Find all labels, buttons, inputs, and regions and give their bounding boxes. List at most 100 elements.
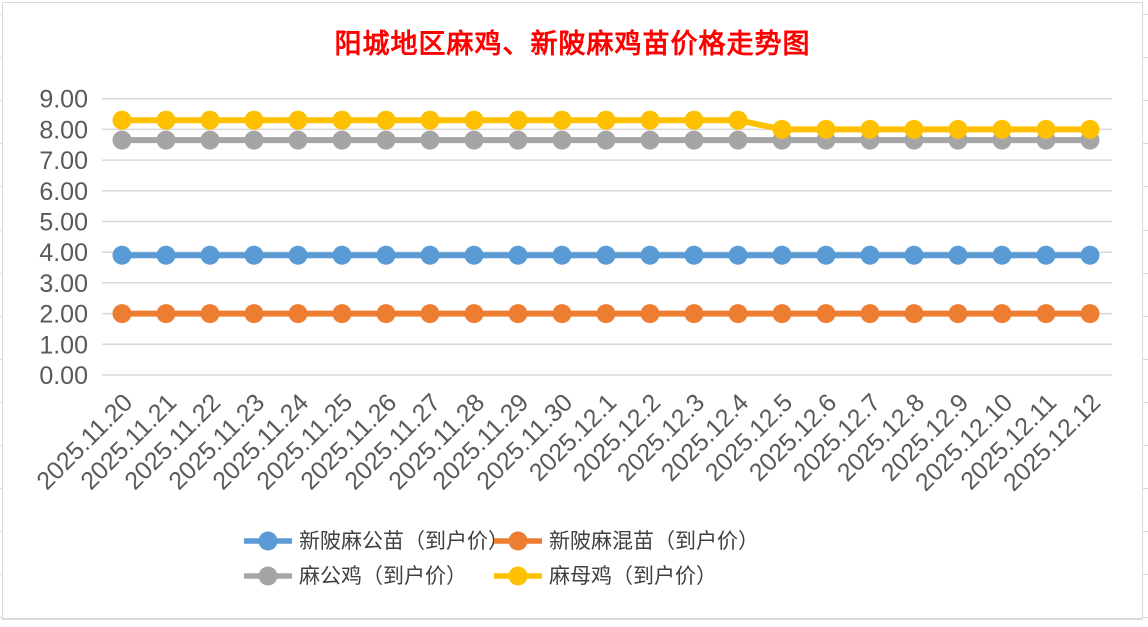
data-point-marker (112, 304, 132, 324)
chart-title: 阳城地区麻鸡、新陂麻鸡苗价格走势图 (334, 29, 811, 59)
data-point-marker (288, 304, 308, 324)
sheet-row-line (0, 14, 2, 15)
sheet-row-line (0, 401, 2, 403)
chart-legend: 新陂麻公苗（到户价） 新陂麻混苗（到户价） 麻公鸡（到户价） 麻母鸡（到户价） (243, 528, 759, 590)
data-point-marker (332, 130, 352, 150)
sheet-row-line (0, 531, 2, 533)
legend-item-0[interactable]: 新陂麻公苗（到户价） (243, 528, 509, 554)
legend-item-3[interactable]: 麻母鸡（到户价） (493, 563, 743, 589)
data-point-marker (992, 119, 1012, 139)
legend-item-label: 麻母鸡（到户价） (549, 564, 717, 589)
data-point-marker (244, 130, 264, 150)
data-point-marker (728, 110, 748, 130)
data-point-marker (508, 304, 528, 324)
y-tick-label: 9.00 (39, 86, 88, 114)
data-point-marker (332, 245, 352, 265)
data-point-marker (684, 304, 704, 324)
y-tick-label: 3.00 (39, 270, 88, 298)
data-point-marker (772, 119, 792, 139)
data-point-marker (420, 304, 440, 324)
legend-item-2[interactable]: 麻公鸡（到户价） (243, 563, 493, 589)
sheet-row-line (0, 272, 2, 274)
data-point-marker (1080, 119, 1100, 139)
legend-marker-icon (494, 531, 542, 551)
data-point-marker (728, 130, 748, 150)
sheet-row-line (1143, 229, 1148, 231)
sheet-row-line (0, 445, 2, 446)
data-point-marker (948, 304, 968, 324)
data-point-marker (200, 304, 220, 324)
data-point-marker (464, 304, 484, 324)
legend-item-label: 新陂麻公苗（到户价） (299, 529, 509, 553)
data-point-marker (1036, 245, 1056, 265)
data-point-marker (244, 245, 264, 265)
chart-area[interactable]: 0.00 1.00 2.00 3.00 4.00 5.00 6.00 7.00 8.00 9.00… (2, 2, 1143, 620)
data-point-marker (728, 304, 748, 324)
data-point-marker (684, 245, 704, 265)
data-point-marker (552, 245, 572, 265)
sheet-row-line (1143, 488, 1148, 490)
sheet-row-line (1143, 315, 1148, 317)
data-point-marker (596, 245, 616, 265)
data-point-marker (244, 110, 264, 130)
data-point-marker (860, 119, 880, 139)
data-point-marker (684, 110, 704, 130)
data-point-marker (376, 304, 396, 324)
sheet-row-line (1143, 57, 1148, 59)
data-point-marker (112, 110, 132, 130)
y-tick-label: 2.00 (39, 301, 88, 329)
sheet-row-line (1143, 531, 1148, 533)
sheet-row-line (1143, 358, 1148, 360)
y-tick-label: 1.00 (39, 331, 88, 359)
sheet-row-line (0, 143, 2, 145)
data-point-marker (376, 110, 396, 130)
data-point-marker (156, 245, 176, 265)
data-point-marker (640, 304, 660, 324)
sheet-row-line (1143, 100, 1148, 102)
sheet-row-line (0, 57, 2, 59)
data-point-marker (640, 245, 660, 265)
data-point-marker (244, 304, 264, 324)
sheet-row-line (1143, 14, 1148, 15)
y-tick-label: 6.00 (39, 178, 88, 206)
series-line-3 (112, 110, 1100, 139)
data-point-marker (552, 304, 572, 324)
data-point-marker (948, 119, 968, 139)
data-point-marker (464, 245, 484, 265)
data-point-marker (816, 304, 836, 324)
legend-item-label: 新陂麻混苗（到户价） (549, 529, 759, 553)
legend-marker-icon (494, 566, 542, 586)
legend-marker-icon (244, 531, 292, 551)
data-point-marker (112, 130, 132, 150)
data-point-marker (948, 245, 968, 265)
data-point-marker (508, 110, 528, 130)
data-point-marker (992, 304, 1012, 324)
x-axis-labels: 2025.11.202025.11.212025.11.222025.11.23… (31, 388, 1106, 496)
sheet-gridlines-left (0, 0, 2, 627)
data-point-marker (156, 110, 176, 130)
data-point-marker (420, 110, 440, 130)
data-point-marker (1080, 304, 1100, 324)
sheet-row-line (1143, 401, 1148, 403)
legend-marker-icon (244, 566, 292, 586)
data-point-marker (376, 130, 396, 150)
data-point-marker (1036, 119, 1056, 139)
sheet-row-line (0, 315, 2, 317)
data-point-marker (816, 119, 836, 139)
y-axis-labels: 0.00 1.002.00 3.00 4.005.00 6.00 7.00 8.009.00 (39, 86, 88, 390)
data-point-marker (904, 245, 924, 265)
data-point-marker (1036, 304, 1056, 324)
data-point-marker (420, 130, 440, 150)
data-point-marker (288, 110, 308, 130)
legend-item-1[interactable]: 新陂麻混苗（到户价） (493, 528, 759, 554)
legend-item-label: 麻公鸡（到户价） (299, 564, 467, 589)
data-point-marker (508, 130, 528, 150)
sheet-row-line (1143, 445, 1148, 446)
data-point-marker (200, 245, 220, 265)
data-point-marker (156, 304, 176, 324)
data-point-marker (376, 245, 396, 265)
data-point-marker (904, 119, 924, 139)
sheet-row-line (1143, 574, 1148, 576)
y-tick-label: 5.00 (39, 209, 88, 237)
